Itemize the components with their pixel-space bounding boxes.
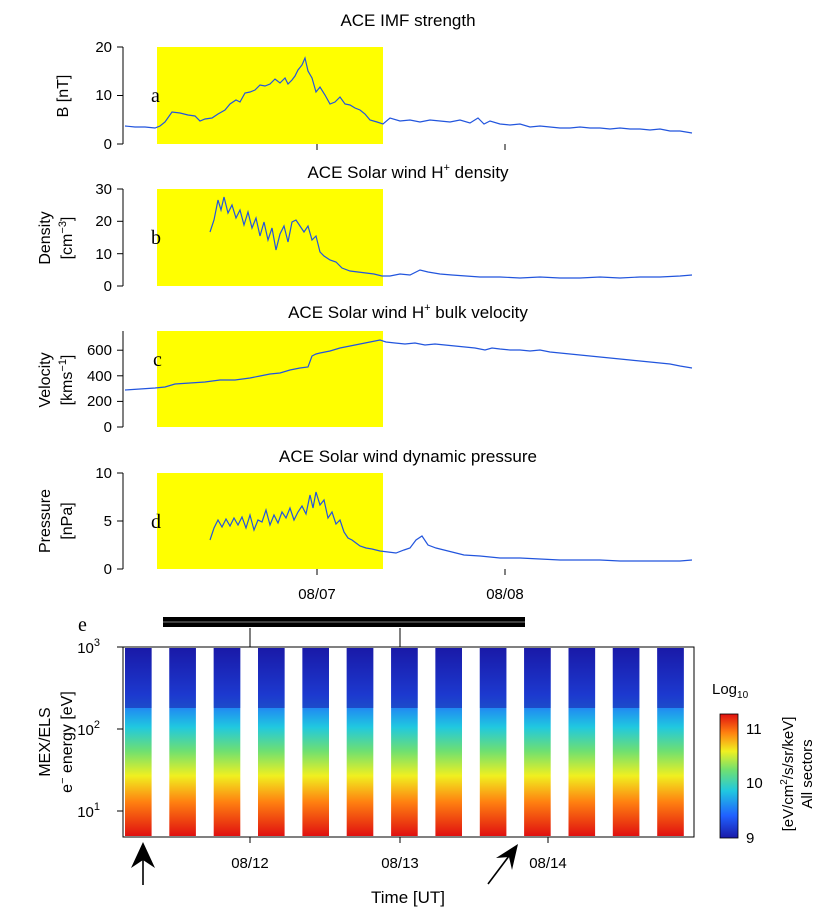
spectrogram-orbit-stripe-top <box>435 648 462 708</box>
spectrogram-orbit-stripe-top <box>391 648 418 708</box>
panel-c-highlight <box>157 331 383 427</box>
panel-d-letter: d <box>151 511 161 533</box>
panel-d-ytick-label: 10 <box>95 465 112 482</box>
panel-a-yticks: 0 10 20 <box>95 39 123 153</box>
panel-a-title: ACE IMF strength <box>340 11 475 30</box>
panel-e-xticks: 08/12 08/13 08/14 <box>231 628 567 872</box>
panel-c-title: ACE Solar wind H+ bulk velocity <box>288 302 528 322</box>
panel-d-yticks: 0 5 10 <box>95 465 123 578</box>
spectrogram-orbit-stripe-top <box>125 648 152 708</box>
colorbar-title: Log10 <box>712 681 749 701</box>
arrow-marker-1 <box>131 842 155 885</box>
colorbar-tick-label: 11 <box>746 721 762 738</box>
panel-d-title: ACE Solar wind dynamic pressure <box>279 447 537 466</box>
colorbar <box>719 713 739 839</box>
colorbar-ticks: 11 10 9 <box>746 721 763 847</box>
panel-b-letter: b <box>151 227 161 249</box>
spectrogram-orbit-stripe-top <box>657 648 684 708</box>
x-date-label: 08/12 <box>231 855 269 872</box>
panel-b-ytick-label: 0 <box>104 278 112 295</box>
panel-c-ytick-label: 400 <box>87 368 112 385</box>
colorbar-tick-label: 10 <box>746 775 763 792</box>
panel-d-ylabel-2: [nPa] <box>59 502 76 539</box>
panel-a-ytick-label: 0 <box>104 136 112 153</box>
spectrogram-orbit-stripe-top <box>258 648 285 708</box>
panel-c-series-line <box>124 339 693 391</box>
panel-d-highlight <box>157 473 383 569</box>
spectrogram-orbit-stripe-top <box>169 648 196 708</box>
panel-a-xticks <box>316 144 506 150</box>
panel-e-ytick-label: 103 <box>77 637 100 657</box>
colorbar-units-label: [eV/cm2/s/sr/keV] <box>779 717 797 832</box>
panel-d-ytick-label: 5 <box>104 513 112 530</box>
spectrogram-orbit-stripe-top <box>346 648 374 708</box>
panel-d-series-line <box>209 491 693 562</box>
x-axis-label: Time [UT] <box>371 888 445 907</box>
panel-b-ytick-label: 30 <box>95 181 112 198</box>
panel-b-ylabel-2: [cm−3] <box>57 217 76 260</box>
spectrogram-orbit-stripe-top <box>213 648 241 708</box>
spectrogram-orbit-stripe-top <box>302 648 329 708</box>
panel-d: ACE Solar wind dynamic pressure 0 5 10 P… <box>37 447 693 603</box>
panel-e: e 101 102 103 MEX/ELS e− energy [eV] 08/… <box>37 614 816 907</box>
panel-c-ylabel-2: [kms−1] <box>57 355 76 406</box>
panel-e-ytick-label: 101 <box>77 801 100 821</box>
panel-b-series-line <box>209 196 693 279</box>
arrow-marker-2 <box>487 844 518 885</box>
spectrogram-orbit-stripe-top <box>568 648 596 708</box>
panel-e-ylabel-2: e− energy [eV] <box>57 691 76 793</box>
panel-c: ACE Solar wind H+ bulk velocity 0 200 40… <box>37 302 693 436</box>
panel-d-xticks: 08/07 08/08 <box>298 569 524 603</box>
panel-b-ytick-label: 10 <box>95 246 112 263</box>
panel-c-ytick-label: 200 <box>87 393 112 410</box>
panel-b: ACE Solar wind H+ density 0 10 20 30 Den… <box>37 162 693 295</box>
panel-c-ytick-label: 0 <box>104 419 112 436</box>
x-date-label: 08/14 <box>529 855 567 872</box>
panel-a-highlight <box>157 47 383 144</box>
spectrogram-orbit-stripe-top <box>479 648 507 708</box>
panel-c-yticks: 0 200 400 600 <box>87 342 123 436</box>
colorbar-tick-label: 9 <box>746 830 754 847</box>
panel-e-ylabel-1: MEX/ELS <box>37 707 54 776</box>
spectrogram-orbit-stripe-top <box>524 648 551 708</box>
panel-a: ACE IMF strength 0 10 20 B [nT] a <box>55 11 693 153</box>
panel-b-ylabel-1: Density <box>37 211 54 264</box>
x-date-label: 08/07 <box>298 586 336 603</box>
panel-c-letter: c <box>153 349 162 371</box>
x-date-label: 08/13 <box>381 855 419 872</box>
panel-c-ytick-label: 600 <box>87 342 112 359</box>
panel-e-yticks: 101 102 103 <box>77 637 123 821</box>
panel-a-ytick-label: 20 <box>95 39 112 56</box>
panel-e-letter: e <box>78 614 87 636</box>
panel-a-letter: a <box>151 85 160 107</box>
panel-b-yticks: 0 10 20 30 <box>95 181 123 295</box>
panel-a-series-line <box>124 56 693 134</box>
spectrogram-orbit-stripe-top <box>612 648 640 708</box>
panel-d-ylabel-1: Pressure <box>37 489 54 553</box>
panel-e-ytick-label: 102 <box>77 719 100 739</box>
panel-c-ylabel-1: Velocity <box>37 352 54 407</box>
panel-a-ytick-label: 10 <box>95 87 112 104</box>
panel-b-ytick-label: 20 <box>95 213 112 230</box>
spectrogram-stripes <box>125 648 684 836</box>
panel-b-title: ACE Solar wind H+ density <box>307 162 509 182</box>
panel-a-ylabel: B [nT] <box>55 75 72 118</box>
x-date-label: 08/08 <box>486 586 524 603</box>
panel-b-highlight <box>157 189 383 286</box>
panel-d-ytick-label: 0 <box>104 561 112 578</box>
colorbar-sectors-label: All sectors <box>799 739 816 808</box>
